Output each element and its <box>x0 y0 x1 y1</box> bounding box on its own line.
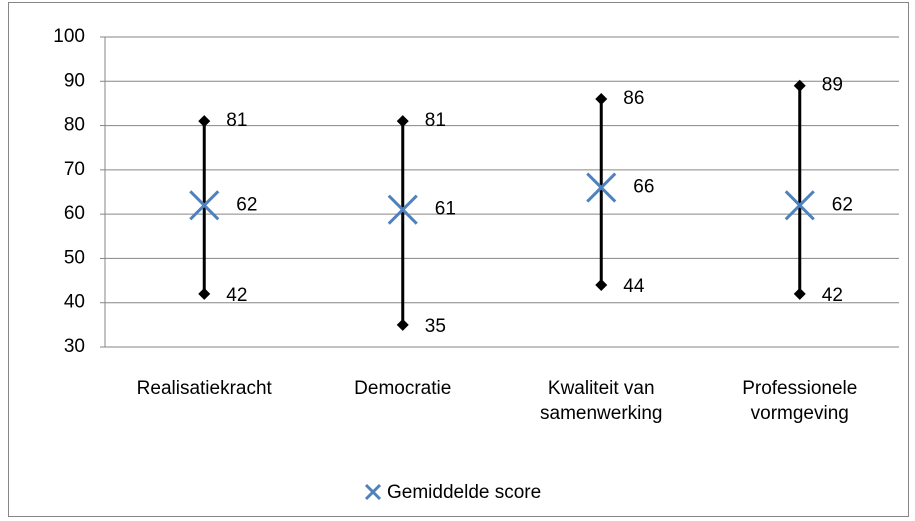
y-tick-label: 30 <box>64 336 85 357</box>
diamond-marker <box>198 287 211 300</box>
data-label: 61 <box>435 199 456 220</box>
data-label: 62 <box>832 194 853 215</box>
y-tick-label: 80 <box>64 115 85 136</box>
diamond-marker <box>793 287 806 300</box>
data-label: 89 <box>822 75 843 96</box>
data-label: 81 <box>425 110 446 131</box>
data-label: 44 <box>623 276 645 297</box>
x-tick-label: Professionele vormgeving <box>742 378 858 424</box>
y-tick-label: 70 <box>64 159 85 180</box>
mean-marker <box>784 190 815 221</box>
data-label: 81 <box>226 110 247 131</box>
data-label: 42 <box>226 285 247 306</box>
legend-label: Gemiddelde score <box>387 482 541 503</box>
y-tick-label: 90 <box>64 70 85 91</box>
y-tick-label: 40 <box>64 292 85 313</box>
diamond-marker <box>793 79 806 92</box>
data-label: 35 <box>425 316 446 337</box>
marker-stroke <box>189 190 220 221</box>
data-label: 66 <box>633 177 654 198</box>
marker-stroke <box>387 194 418 225</box>
diamond-marker <box>595 93 608 105</box>
mean-marker <box>189 190 220 221</box>
marker-stroke <box>784 190 815 221</box>
diamond-marker <box>396 115 409 128</box>
marker-stroke <box>586 172 617 203</box>
y-tick-label: 50 <box>64 247 85 268</box>
mean-marker <box>387 194 418 225</box>
data-label: 86 <box>623 88 644 109</box>
x-tick-label: Democratie <box>354 378 452 399</box>
x-tick-label: Kwaliteit van samenwerking <box>540 378 663 424</box>
diamond-marker <box>396 318 409 331</box>
chart-border <box>8 2 909 517</box>
data-label: 62 <box>236 194 257 215</box>
data-label: 42 <box>822 285 843 306</box>
y-tick-label: 100 <box>53 26 85 47</box>
y-tick-label: 60 <box>64 203 85 224</box>
legend-marker <box>364 483 382 501</box>
diamond-marker <box>198 115 211 128</box>
x-tick-label: Realisatiekracht <box>136 378 272 399</box>
mean-marker <box>586 172 617 203</box>
marker-stroke <box>364 483 382 501</box>
diamond-marker <box>595 279 608 291</box>
